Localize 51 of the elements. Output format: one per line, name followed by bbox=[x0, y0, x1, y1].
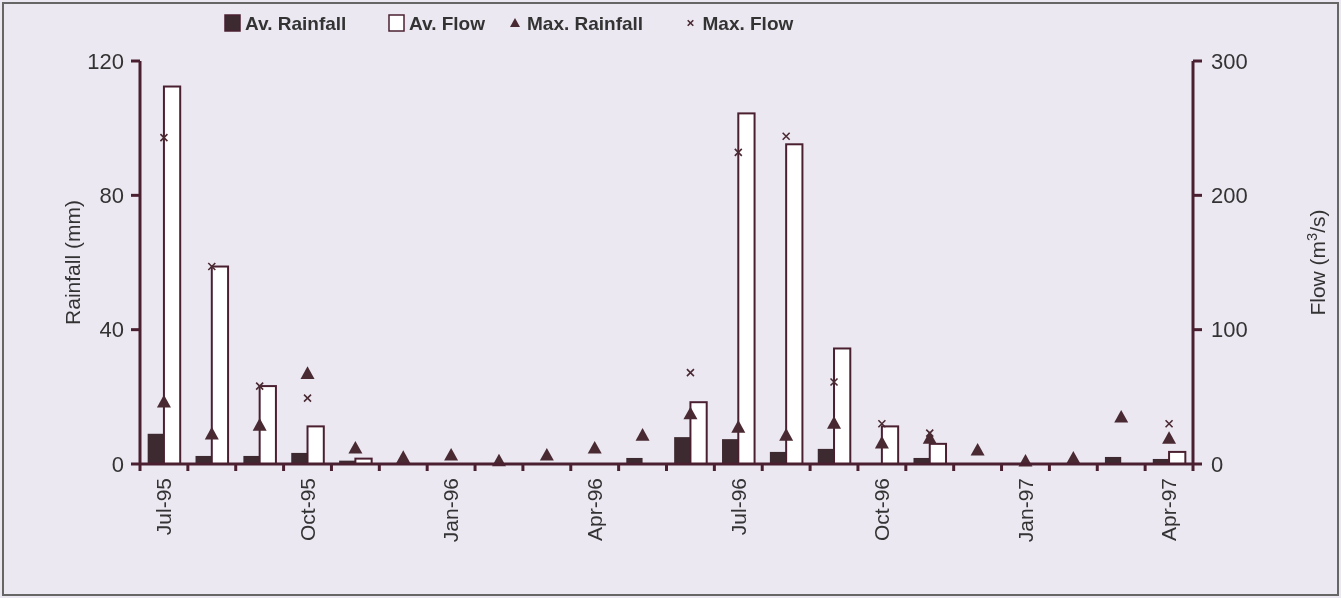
point bbox=[635, 428, 650, 441]
y2-tick-label: 0 bbox=[1211, 451, 1224, 477]
x-tick-label: Oct-95 bbox=[295, 478, 319, 542]
point bbox=[587, 440, 602, 454]
point bbox=[156, 394, 171, 408]
point bbox=[829, 377, 839, 387]
point bbox=[683, 406, 698, 420]
point bbox=[159, 133, 169, 142]
point bbox=[1066, 450, 1081, 464]
y-tick-label: 120 bbox=[87, 48, 124, 74]
point bbox=[252, 418, 267, 431]
point bbox=[396, 450, 411, 463]
point bbox=[734, 148, 743, 157]
point bbox=[827, 416, 842, 429]
legend-label: Av. Rainfall bbox=[245, 12, 347, 34]
point bbox=[1162, 431, 1177, 444]
y-tick-label: 0 bbox=[111, 451, 124, 477]
x-tick-label: Jan-96 bbox=[439, 478, 463, 543]
x-tick-label: Apr-96 bbox=[583, 478, 607, 542]
point bbox=[539, 447, 554, 461]
y2-tick-label: 300 bbox=[1211, 48, 1248, 74]
legend-label: Max. Flow bbox=[702, 12, 794, 34]
point bbox=[781, 131, 791, 141]
point bbox=[779, 428, 794, 441]
point bbox=[970, 442, 985, 456]
point bbox=[731, 420, 746, 433]
legend-label: Max. Rainfall bbox=[527, 12, 644, 34]
y-tick-label: 40 bbox=[99, 317, 124, 343]
x-tick-label: Apr-97 bbox=[1157, 478, 1181, 542]
point bbox=[255, 381, 264, 391]
point bbox=[444, 447, 459, 461]
legend-label: Av. Flow bbox=[409, 12, 486, 34]
x-tick-label: Jan-97 bbox=[1013, 478, 1037, 543]
x-tick-label: Jul-96 bbox=[726, 478, 750, 536]
point bbox=[686, 368, 695, 377]
point bbox=[922, 431, 937, 444]
point bbox=[300, 366, 315, 379]
point bbox=[1164, 419, 1174, 428]
point bbox=[1114, 409, 1129, 423]
x-tick-label: Jul-95 bbox=[152, 478, 176, 536]
y2-tick-label: 100 bbox=[1211, 317, 1248, 343]
point bbox=[204, 426, 219, 440]
point bbox=[303, 393, 312, 403]
point bbox=[207, 262, 217, 271]
y2-tick-label: 200 bbox=[1211, 183, 1248, 209]
point bbox=[348, 440, 363, 454]
point bbox=[874, 435, 889, 449]
x-tick-label: Oct-96 bbox=[870, 478, 894, 542]
y-tick-label: 80 bbox=[99, 183, 124, 209]
point bbox=[877, 419, 887, 428]
y-axis-title: Rainfall (mm) bbox=[61, 200, 84, 325]
